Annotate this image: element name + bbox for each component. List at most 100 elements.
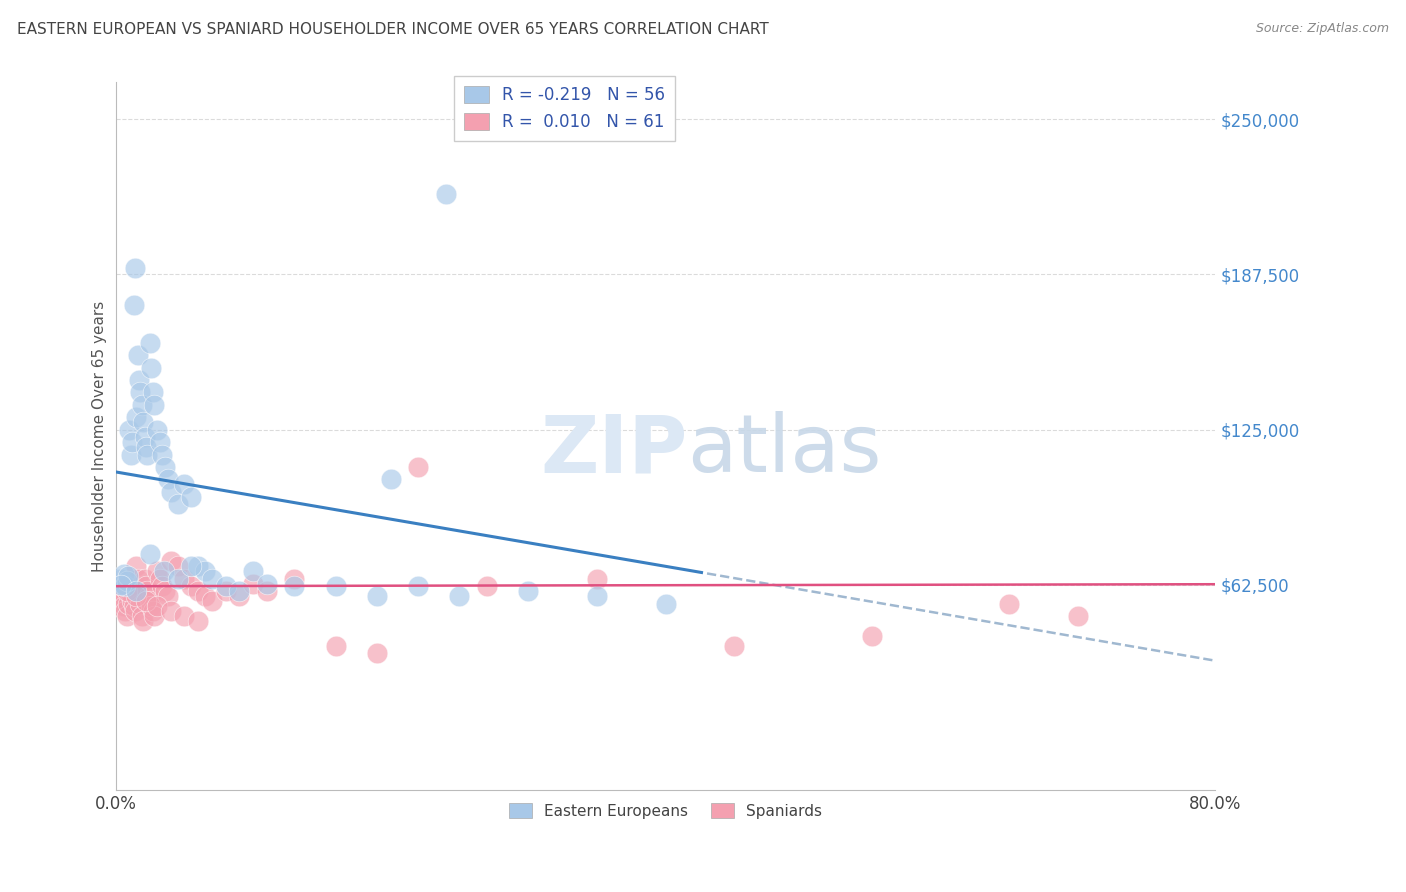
Point [156, 472, 179, 486]
Point [135, 579, 157, 593]
Point [166, 559, 188, 574]
Point [201, 572, 224, 586]
Point [242, 564, 264, 578]
Point [132, 614, 155, 628]
Point [125, 559, 148, 574]
Point [111, 576, 134, 591]
Point [118, 423, 141, 437]
Point [114, 604, 136, 618]
Point [139, 335, 162, 350]
Point [585, 572, 607, 586]
Point [122, 298, 145, 312]
Point [131, 398, 153, 412]
Point [214, 584, 236, 599]
Point [146, 599, 169, 613]
Point [283, 572, 305, 586]
Point [180, 579, 202, 593]
Point [129, 597, 152, 611]
Point [380, 472, 402, 486]
Point [108, 578, 131, 592]
Text: Source: ZipAtlas.com: Source: ZipAtlas.com [1256, 22, 1389, 36]
Point [187, 584, 209, 599]
Point [125, 589, 148, 603]
Point [136, 584, 159, 599]
Point [108, 572, 131, 586]
Point [153, 584, 176, 599]
Point [159, 604, 181, 618]
Point [256, 584, 278, 599]
Point [138, 589, 160, 603]
Point [125, 410, 148, 425]
Text: atlas: atlas [688, 411, 882, 489]
Point [121, 435, 143, 450]
Point [228, 584, 250, 599]
Point [121, 594, 143, 608]
Point [115, 609, 138, 624]
Point [110, 578, 132, 592]
Point [180, 559, 202, 574]
Point [406, 579, 429, 593]
Point [449, 589, 471, 603]
Point [114, 579, 136, 593]
Point [112, 599, 135, 613]
Point [152, 579, 174, 593]
Point [141, 360, 163, 375]
Point [517, 584, 540, 599]
Point [475, 579, 498, 593]
Point [124, 604, 146, 618]
Point [180, 490, 202, 504]
Point [173, 572, 195, 586]
Point [134, 430, 156, 444]
Point [406, 459, 429, 474]
Point [115, 584, 138, 599]
Point [1067, 609, 1090, 624]
Point [115, 574, 138, 589]
Point [166, 497, 188, 511]
Point [111, 594, 134, 608]
Point [325, 639, 347, 653]
Point [146, 564, 169, 578]
Point [128, 584, 150, 599]
Point [139, 547, 162, 561]
Point [129, 385, 152, 400]
Point [723, 639, 745, 653]
Text: EASTERN EUROPEAN VS SPANIARD HOUSEHOLDER INCOME OVER 65 YEARS CORRELATION CHART: EASTERN EUROPEAN VS SPANIARD HOUSEHOLDER… [17, 22, 769, 37]
Point [117, 569, 139, 583]
Point [127, 348, 149, 362]
Point [120, 448, 142, 462]
Point [136, 448, 159, 462]
Point [173, 477, 195, 491]
Point [434, 186, 457, 201]
Point [860, 629, 883, 643]
Point [131, 609, 153, 624]
Point [149, 572, 172, 586]
Point [125, 584, 148, 599]
Point [194, 589, 217, 603]
Point [366, 646, 388, 660]
Point [146, 423, 169, 437]
Point [141, 599, 163, 613]
Point [201, 594, 224, 608]
Point [142, 385, 165, 400]
Point [107, 579, 129, 593]
Point [325, 579, 347, 593]
Point [159, 484, 181, 499]
Point [149, 435, 172, 450]
Point [139, 594, 162, 608]
Point [142, 604, 165, 618]
Point [187, 559, 209, 574]
Point [128, 373, 150, 387]
Point [366, 589, 388, 603]
Point [153, 459, 176, 474]
Point [127, 572, 149, 586]
Point [117, 597, 139, 611]
Point [143, 398, 166, 412]
Point [585, 589, 607, 603]
Point [283, 579, 305, 593]
Y-axis label: Householder Income Over 65 years: Householder Income Over 65 years [93, 301, 107, 572]
Point [998, 597, 1021, 611]
Point [173, 609, 195, 624]
Point [124, 261, 146, 276]
Point [256, 576, 278, 591]
Point [135, 594, 157, 608]
